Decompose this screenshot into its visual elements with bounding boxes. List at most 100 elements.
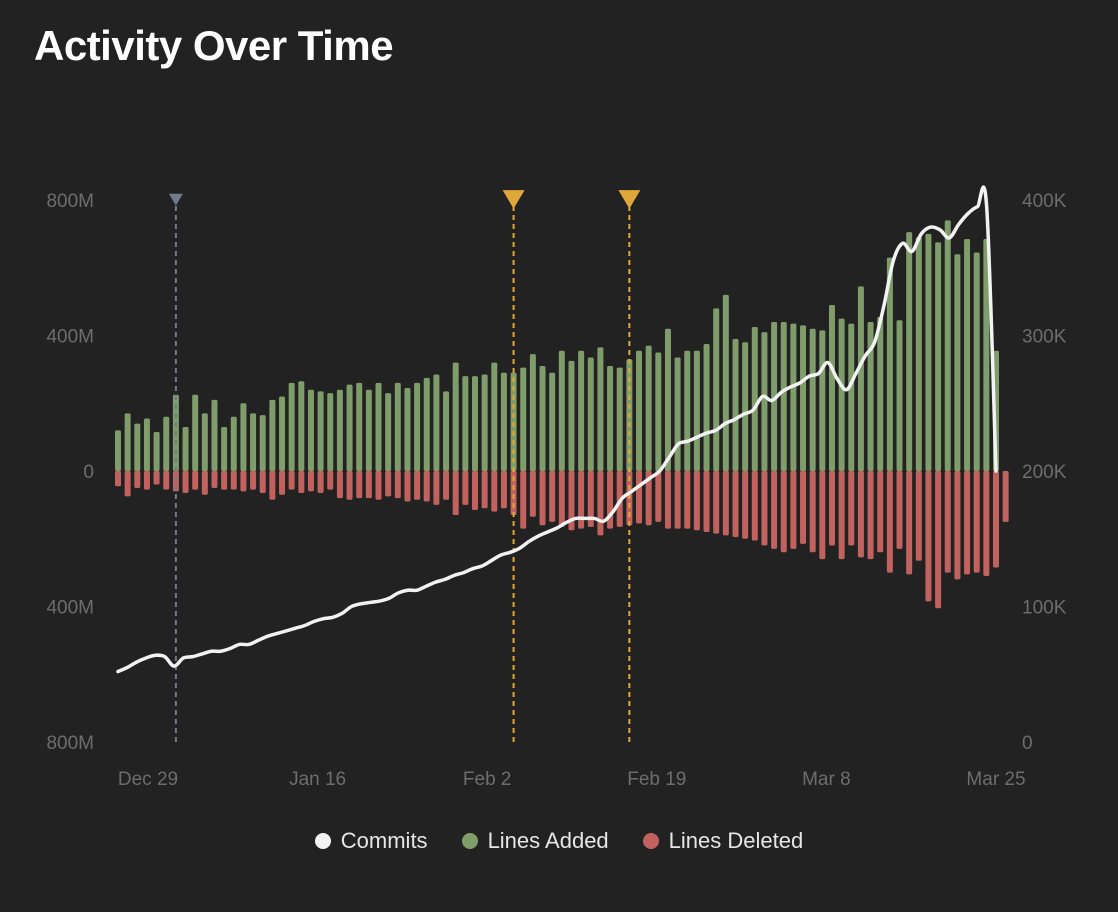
lines-deleted-bar xyxy=(944,471,951,573)
lines-deleted-bar xyxy=(201,471,208,495)
y-left-tick-label: 400M xyxy=(46,327,94,348)
lines-added-bar xyxy=(394,382,401,471)
lines-added-bar xyxy=(443,391,450,471)
lines-added-bar xyxy=(549,372,556,471)
lines-deleted-bar xyxy=(732,471,739,538)
lines-deleted-bar xyxy=(529,471,536,517)
lines-deleted-bar xyxy=(587,471,594,527)
lines-deleted-bar xyxy=(819,471,826,560)
lines-deleted-bar xyxy=(356,471,363,499)
lines-added-bar xyxy=(433,374,440,471)
lines-deleted-bar xyxy=(336,471,343,499)
lines-added-bar xyxy=(713,308,720,471)
lines-deleted-bar xyxy=(664,471,671,529)
lines-added-bar xyxy=(327,393,334,471)
lines-deleted-bar xyxy=(848,471,855,546)
lines-added-bar xyxy=(587,357,594,471)
legend-item-lines-added[interactable]: Lines Added xyxy=(461,828,609,854)
lines-added-bar xyxy=(954,254,961,471)
lines-deleted-bar xyxy=(539,471,546,526)
lines-added-bar xyxy=(182,426,189,471)
legend-item-lines-deleted[interactable]: Lines Deleted xyxy=(642,828,804,854)
lines-added-bar xyxy=(664,328,671,471)
x-tick-label: Feb 19 xyxy=(627,769,686,790)
lines-added-bar xyxy=(607,365,614,471)
lines-added-bar xyxy=(250,413,257,471)
lines-deleted-bar xyxy=(433,471,440,505)
lines-added-bar xyxy=(925,233,932,471)
lines-added-bar xyxy=(848,323,855,471)
lines-deleted-bar xyxy=(153,471,160,485)
commits-legend-dot xyxy=(314,833,331,849)
lines-added-bar xyxy=(597,347,604,471)
lines-added-bar xyxy=(896,320,903,471)
y-right-tick-label: 400K xyxy=(1022,191,1067,212)
y-left-tick-label: 800M xyxy=(46,191,94,212)
lines-deleted-bar xyxy=(124,471,131,497)
lines-deleted-bar xyxy=(520,471,527,529)
lines-added-bar xyxy=(877,316,884,471)
lines-added-bar xyxy=(558,350,565,471)
lines-deleted-bar xyxy=(134,471,141,488)
lines-added-bar xyxy=(684,350,691,471)
lines-deleted-bar xyxy=(906,471,913,575)
lines-added-bar xyxy=(298,381,305,471)
lines-added-bar xyxy=(423,377,430,471)
lines-deleted-bar xyxy=(993,471,999,568)
event-marker-icon xyxy=(168,193,183,206)
lines-deleted-bar xyxy=(240,471,247,492)
lines-deleted-bar xyxy=(250,471,257,490)
lines-added-bar xyxy=(491,362,498,471)
lines-deleted-bar xyxy=(288,471,295,490)
lines-added-bar xyxy=(578,350,585,471)
lines-added-bar xyxy=(375,382,382,471)
lines-added-bar xyxy=(500,372,507,471)
lines-added-bar xyxy=(520,367,527,471)
lines-added-bar xyxy=(800,325,807,471)
lines-added-bar xyxy=(230,416,237,471)
lines-added-bar xyxy=(751,327,758,471)
chart-legend: Commits Lines Added Lines Deleted xyxy=(0,828,1118,854)
lines-added-bar xyxy=(886,257,893,471)
lines-added-bar xyxy=(336,389,343,471)
lines-deleted-bar xyxy=(192,471,199,490)
lines-deleted-bar xyxy=(742,471,749,539)
lines-deleted-bar xyxy=(597,471,604,536)
lines-deleted-bar xyxy=(896,471,903,549)
lines-deleted-bar xyxy=(674,471,681,529)
lines-deleted-bar xyxy=(549,471,556,522)
lines-added-bar xyxy=(317,391,324,471)
lines-added-bar xyxy=(828,305,835,471)
lines-deleted-bar xyxy=(771,471,778,549)
y-left-tick-label: 400M xyxy=(46,598,94,619)
lines-deleted-bar xyxy=(481,471,488,509)
lines-added-legend-dot xyxy=(461,833,478,849)
lines-deleted-bar xyxy=(964,471,971,575)
lines-deleted-bar xyxy=(838,471,845,560)
lines-deleted-bar xyxy=(925,471,932,602)
lines-added-bar xyxy=(906,232,913,471)
lines-deleted-bar xyxy=(298,471,305,494)
lines-deleted-bar xyxy=(423,471,430,502)
lines-deleted-bar xyxy=(307,471,314,492)
legend-item-commits[interactable]: Commits xyxy=(314,828,428,854)
lines-added-bar xyxy=(819,330,826,471)
lines-deleted-bar xyxy=(143,471,150,490)
lines-added-bar xyxy=(115,430,121,471)
lines-added-bar xyxy=(568,360,575,471)
lines-deleted-bar xyxy=(713,471,720,534)
lines-added-bar xyxy=(404,388,411,471)
lines-deleted-bar xyxy=(385,471,392,497)
legend-label-lines-deleted: Lines Deleted xyxy=(668,828,804,853)
lines-deleted-bar xyxy=(163,471,170,490)
lines-deleted-bar xyxy=(800,471,807,544)
lines-added-bar xyxy=(674,357,681,471)
lines-deleted-bar xyxy=(462,471,469,505)
lines-added-bar xyxy=(462,376,469,471)
lines-deleted-bar xyxy=(230,471,237,490)
lines-deleted-bar xyxy=(578,471,585,529)
lines-deleted-bar xyxy=(877,471,884,553)
lines-deleted-bar xyxy=(443,471,450,500)
lines-deleted-bar xyxy=(780,471,787,553)
